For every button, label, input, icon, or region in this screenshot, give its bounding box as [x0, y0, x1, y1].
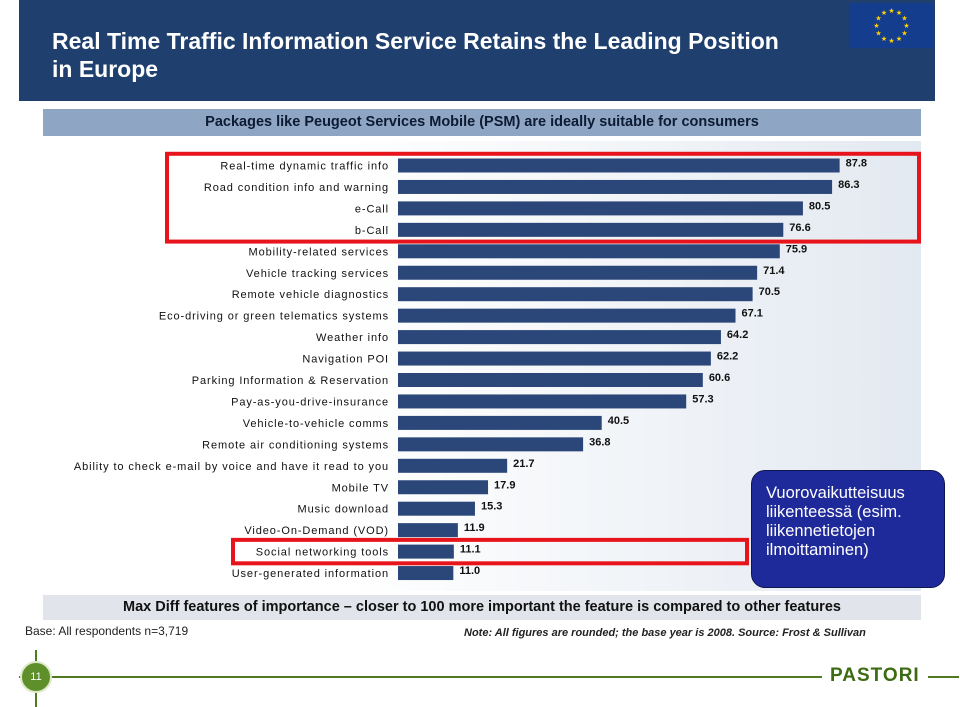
category-label: e-Call — [355, 203, 389, 215]
page-number: 11 — [20, 661, 52, 693]
value-label: 17.9 — [494, 479, 515, 491]
value-label: 75.9 — [786, 243, 807, 255]
bar — [398, 437, 584, 452]
value-label: 11.0 — [459, 565, 480, 577]
category-label: Remote air conditioning systems — [202, 439, 389, 451]
eu-star-icon: ★ — [881, 35, 887, 43]
eu-star-icon: ★ — [875, 15, 881, 23]
category-label: Navigation POI — [302, 354, 389, 366]
bar — [398, 265, 758, 280]
value-label: 80.5 — [809, 200, 830, 212]
category-label: Social networking tools — [256, 547, 389, 559]
bar — [398, 330, 721, 345]
value-label: 15.3 — [481, 501, 502, 513]
bar — [398, 244, 780, 259]
eu-star-icon: ★ — [901, 30, 907, 38]
bar — [398, 373, 703, 387]
category-label: Parking Information & Reservation — [192, 375, 389, 387]
category-label: Mobile TV — [332, 482, 389, 494]
eu-star-icon: ★ — [903, 22, 909, 30]
highlight-frame — [231, 537, 749, 566]
slide-header: Real Time Traffic Information Service Re… — [19, 0, 935, 101]
callout-line: ilmoittaminen) — [766, 541, 869, 559]
value-label: 21.7 — [513, 458, 534, 470]
bar — [398, 458, 508, 473]
eu-star-icon: ★ — [881, 9, 887, 17]
value-label: 11.9 — [464, 522, 485, 534]
callout-line: liikenteessä (esim. — [766, 503, 902, 521]
eu-star-icon: ★ — [896, 9, 902, 17]
category-label: Weather info — [316, 332, 389, 344]
value-label: 76.6 — [789, 222, 810, 234]
eu-star-icon: ★ — [873, 22, 879, 30]
bar — [398, 201, 803, 216]
highlight-frame — [165, 151, 921, 244]
callout-line: Vuorovaikutteisuus — [766, 484, 905, 502]
eu-flag-graphic: ★ ★★★★★★★★★★★ — [873, 7, 909, 45]
bar — [398, 287, 753, 302]
category-label: User-generated information — [232, 568, 389, 580]
value-label: 67.1 — [742, 308, 763, 320]
brand-logo: PASTORI — [822, 665, 928, 687]
value-label: 57.3 — [692, 393, 713, 405]
value-label: 86.3 — [838, 179, 859, 191]
bar — [398, 415, 602, 430]
category-label: Vehicle tracking services — [246, 268, 389, 280]
bar — [398, 222, 784, 237]
value-label: 11.1 — [460, 544, 481, 556]
bar — [398, 523, 458, 538]
value-label: 64.2 — [727, 329, 748, 341]
base-note: Base: All respondents n=3,719 — [25, 624, 189, 638]
category-label: b-Call — [355, 225, 389, 237]
bar — [398, 308, 736, 323]
eu-star-icon: ★ — [875, 30, 881, 38]
eu-star-icon: ★ — [888, 7, 894, 15]
chart-footer: Max Diff features of importance – closer… — [43, 595, 921, 620]
category-label: Mobility-related services — [249, 246, 389, 258]
value-label: 70.5 — [759, 286, 780, 298]
bar — [398, 480, 489, 495]
value-label: 62.2 — [717, 351, 738, 363]
source-note: Note: All figures are rounded; the base … — [464, 627, 866, 639]
callout-box: Vuorovaikutteisuus liikenteessä (esim. l… — [751, 470, 945, 588]
bar — [398, 351, 711, 366]
eu-flag-icon: ★ ★ ★ ★ ★ ★ ★ ★ ★ ★ ★ ★ — [849, 3, 934, 48]
bar — [398, 501, 475, 516]
bar — [398, 158, 840, 173]
eu-star-icon: ★ — [888, 37, 894, 45]
category-label: Music download — [298, 504, 389, 516]
category-label: Road condition info and warning — [204, 182, 389, 194]
category-label: Ability to check e-mail by voice and hav… — [74, 461, 389, 473]
value-label: 60.6 — [709, 372, 730, 384]
bar-chart: Real-time dynamic traffic info 87.8 Road c… — [74, 151, 921, 581]
category-label: Vehicle-to-vehicle comms — [243, 418, 389, 430]
value-label: 36.8 — [589, 436, 610, 448]
bar — [398, 566, 454, 581]
bar — [398, 179, 833, 194]
eu-star-icon: ★ — [901, 15, 907, 23]
bar — [398, 544, 454, 559]
value-label: 87.8 — [846, 158, 867, 170]
value-label: 71.4 — [763, 265, 785, 277]
category-label: Video-On-Demand (VOD) — [244, 525, 389, 537]
category-label: Remote vehicle diagnostics — [232, 289, 389, 301]
eu-star-icon: ★ — [896, 35, 902, 43]
category-label: Real-time dynamic traffic info — [220, 161, 389, 173]
chart-subtitle: Packages like Peugeot Services Mobile (P… — [43, 109, 921, 136]
callout-line: liikennetietojen — [766, 522, 876, 540]
chart-area: Real-time dynamic traffic info 87.8 Road c… — [43, 141, 921, 591]
category-label: Pay-as-you-drive-insurance — [231, 396, 389, 408]
category-label: Eco-driving or green telematics systems — [159, 311, 389, 323]
footer-divider — [19, 676, 959, 678]
bar — [398, 394, 687, 409]
value-label: 40.5 — [608, 415, 629, 427]
slide-title: Real Time Traffic Information Service Re… — [52, 28, 779, 82]
